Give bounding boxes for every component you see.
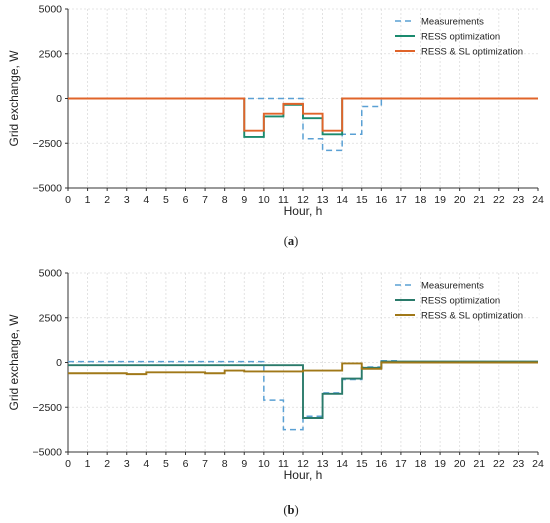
x-tick-label: 16 [375,458,387,470]
x-tick-label: 5 [163,194,169,206]
x-tick-label: 15 [356,458,368,470]
x-tick-label: 14 [336,194,348,206]
y-axis-title: Grid exchange, W [7,314,21,411]
x-tick-label: 8 [222,458,228,470]
x-tick-label: 16 [375,194,387,206]
x-tick-label: 3 [124,194,130,206]
x-tick-label: 12 [297,458,309,470]
x-tick-label: 14 [336,458,348,470]
x-axis-title: Hour, h [284,204,323,218]
legend-label: RESS optimization [421,32,500,43]
legend-label: RESS & SL optimization [421,47,523,58]
y-tick-label: 2500 [39,312,63,324]
x-tick-label: 10 [258,194,270,206]
x-tick-label: 22 [493,458,505,470]
x-tick-label: 17 [395,194,407,206]
y-tick-label: 0 [56,93,62,105]
y-tick-label: −2500 [33,138,63,150]
x-tick-label: 0 [65,194,71,206]
legend-label: Measurements [421,17,484,28]
series-line-ress-sl-optimization [68,361,538,376]
x-tick-label: 11 [278,194,289,206]
y-axis-title: Grid exchange, W [7,50,21,147]
x-tick-label: 1 [85,194,91,206]
legend-label: RESS optimization [421,296,500,307]
x-tick-label: 9 [241,458,247,470]
x-tick-label: 18 [415,458,427,470]
x-tick-label: 20 [454,458,466,470]
x-tick-label: 12 [297,194,309,206]
y-tick-label: 5000 [39,4,63,16]
x-tick-label: 1 [85,458,91,470]
x-tick-label: 0 [65,458,71,470]
x-axis-title: Hour, h [284,468,323,482]
x-tick-label: 19 [434,458,446,470]
series-line-ress-sl-optimization [68,97,538,132]
y-tick-label: −5000 [33,183,63,195]
x-tick-label: 11 [278,458,289,470]
x-tick-label: 7 [202,194,208,206]
panel-caption: (b) [283,503,298,517]
y-tick-label: 5000 [39,268,63,280]
x-tick-label: 5 [163,458,169,470]
x-tick-label: 6 [183,458,189,470]
x-tick-label: 24 [532,458,544,470]
x-tick-label: 4 [143,458,149,470]
x-tick-label: 8 [222,194,228,206]
x-tick-label: 21 [473,194,485,206]
panel-caption: (a) [284,234,299,248]
x-tick-label: 22 [493,194,505,206]
legend-label: RESS & SL optimization [421,311,523,322]
x-tick-label: 13 [317,458,329,470]
x-tick-label: 17 [395,458,407,470]
x-tick-label: 9 [241,194,247,206]
x-tick-label: 20 [454,194,466,206]
y-tick-label: −2500 [33,402,63,414]
x-tick-label: 21 [473,458,485,470]
x-tick-label: 23 [513,458,525,470]
x-tick-label: 13 [317,194,329,206]
x-tick-label: 6 [183,194,189,206]
x-tick-label: 19 [434,194,446,206]
y-tick-label: −5000 [33,447,63,459]
x-tick-label: 24 [532,194,544,206]
x-tick-label: 2 [104,458,110,470]
x-tick-label: 4 [143,194,149,206]
x-tick-label: 7 [202,458,208,470]
x-tick-label: 2 [104,194,110,206]
x-tick-label: 15 [356,194,368,206]
x-tick-label: 10 [258,458,270,470]
x-tick-label: 23 [513,194,525,206]
y-tick-label: 0 [56,357,62,369]
y-tick-label: 2500 [39,48,63,60]
x-tick-label: 3 [124,458,130,470]
legend-label: Measurements [421,281,484,292]
x-tick-label: 18 [415,194,427,206]
